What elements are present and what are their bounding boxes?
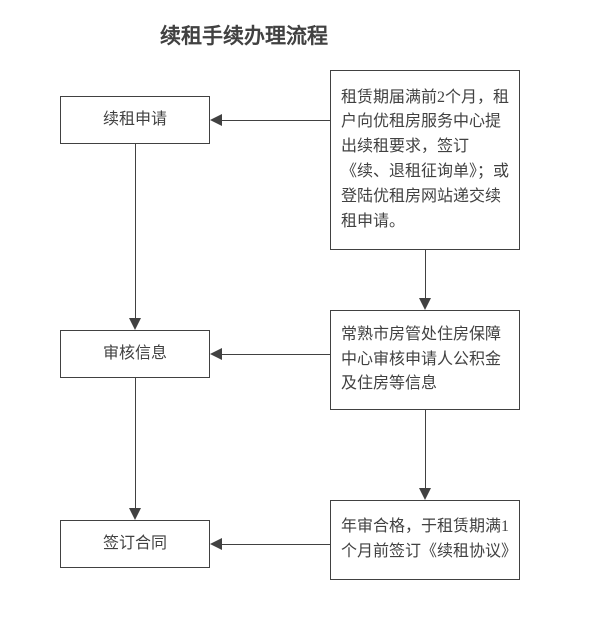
- edge-line: [425, 410, 426, 488]
- edge-line: [425, 250, 426, 298]
- node-desc-sign-label: 年审合格，于租赁期满1个月前签订《续租协议》: [341, 515, 509, 565]
- node-apply: 续租申请: [60, 96, 210, 144]
- edge-line: [135, 378, 136, 508]
- diagram-title: 续租手续办理流程: [160, 20, 328, 50]
- flowchart-canvas: 续租手续办理流程 续租申请 审核信息 签订合同 租赁期届满前2个月，租户向优租房…: [0, 0, 605, 617]
- arrow-head-icon: [419, 298, 431, 310]
- arrow-head-icon: [210, 348, 222, 360]
- node-desc-review: 常熟市房管处住房保障中心审核申请人公积金及住房等信息: [330, 310, 520, 410]
- node-sign-label: 签订合同: [103, 532, 167, 557]
- node-review: 审核信息: [60, 330, 210, 378]
- arrow-head-icon: [210, 114, 222, 126]
- node-desc-sign: 年审合格，于租赁期满1个月前签订《续租协议》: [330, 500, 520, 580]
- arrow-head-icon: [129, 318, 141, 330]
- arrow-head-icon: [419, 488, 431, 500]
- node-sign: 签订合同: [60, 520, 210, 568]
- node-desc-review-label: 常熟市房管处住房保障中心审核申请人公积金及住房等信息: [341, 323, 509, 397]
- node-apply-label: 续租申请: [103, 108, 167, 133]
- node-review-label: 审核信息: [103, 342, 167, 367]
- arrow-head-icon: [129, 508, 141, 520]
- node-desc-apply: 租赁期届满前2个月，租户向优租房服务中心提出续租要求，签订《续、退租征询单》；或…: [330, 70, 520, 250]
- edge-line: [135, 144, 136, 318]
- arrow-head-icon: [210, 538, 222, 550]
- edge-line: [222, 544, 330, 545]
- edge-line: [222, 120, 330, 121]
- edge-line: [222, 354, 330, 355]
- node-desc-apply-label: 租赁期届满前2个月，租户向优租房服务中心提出续租要求，签订《续、退租征询单》；或…: [341, 86, 509, 235]
